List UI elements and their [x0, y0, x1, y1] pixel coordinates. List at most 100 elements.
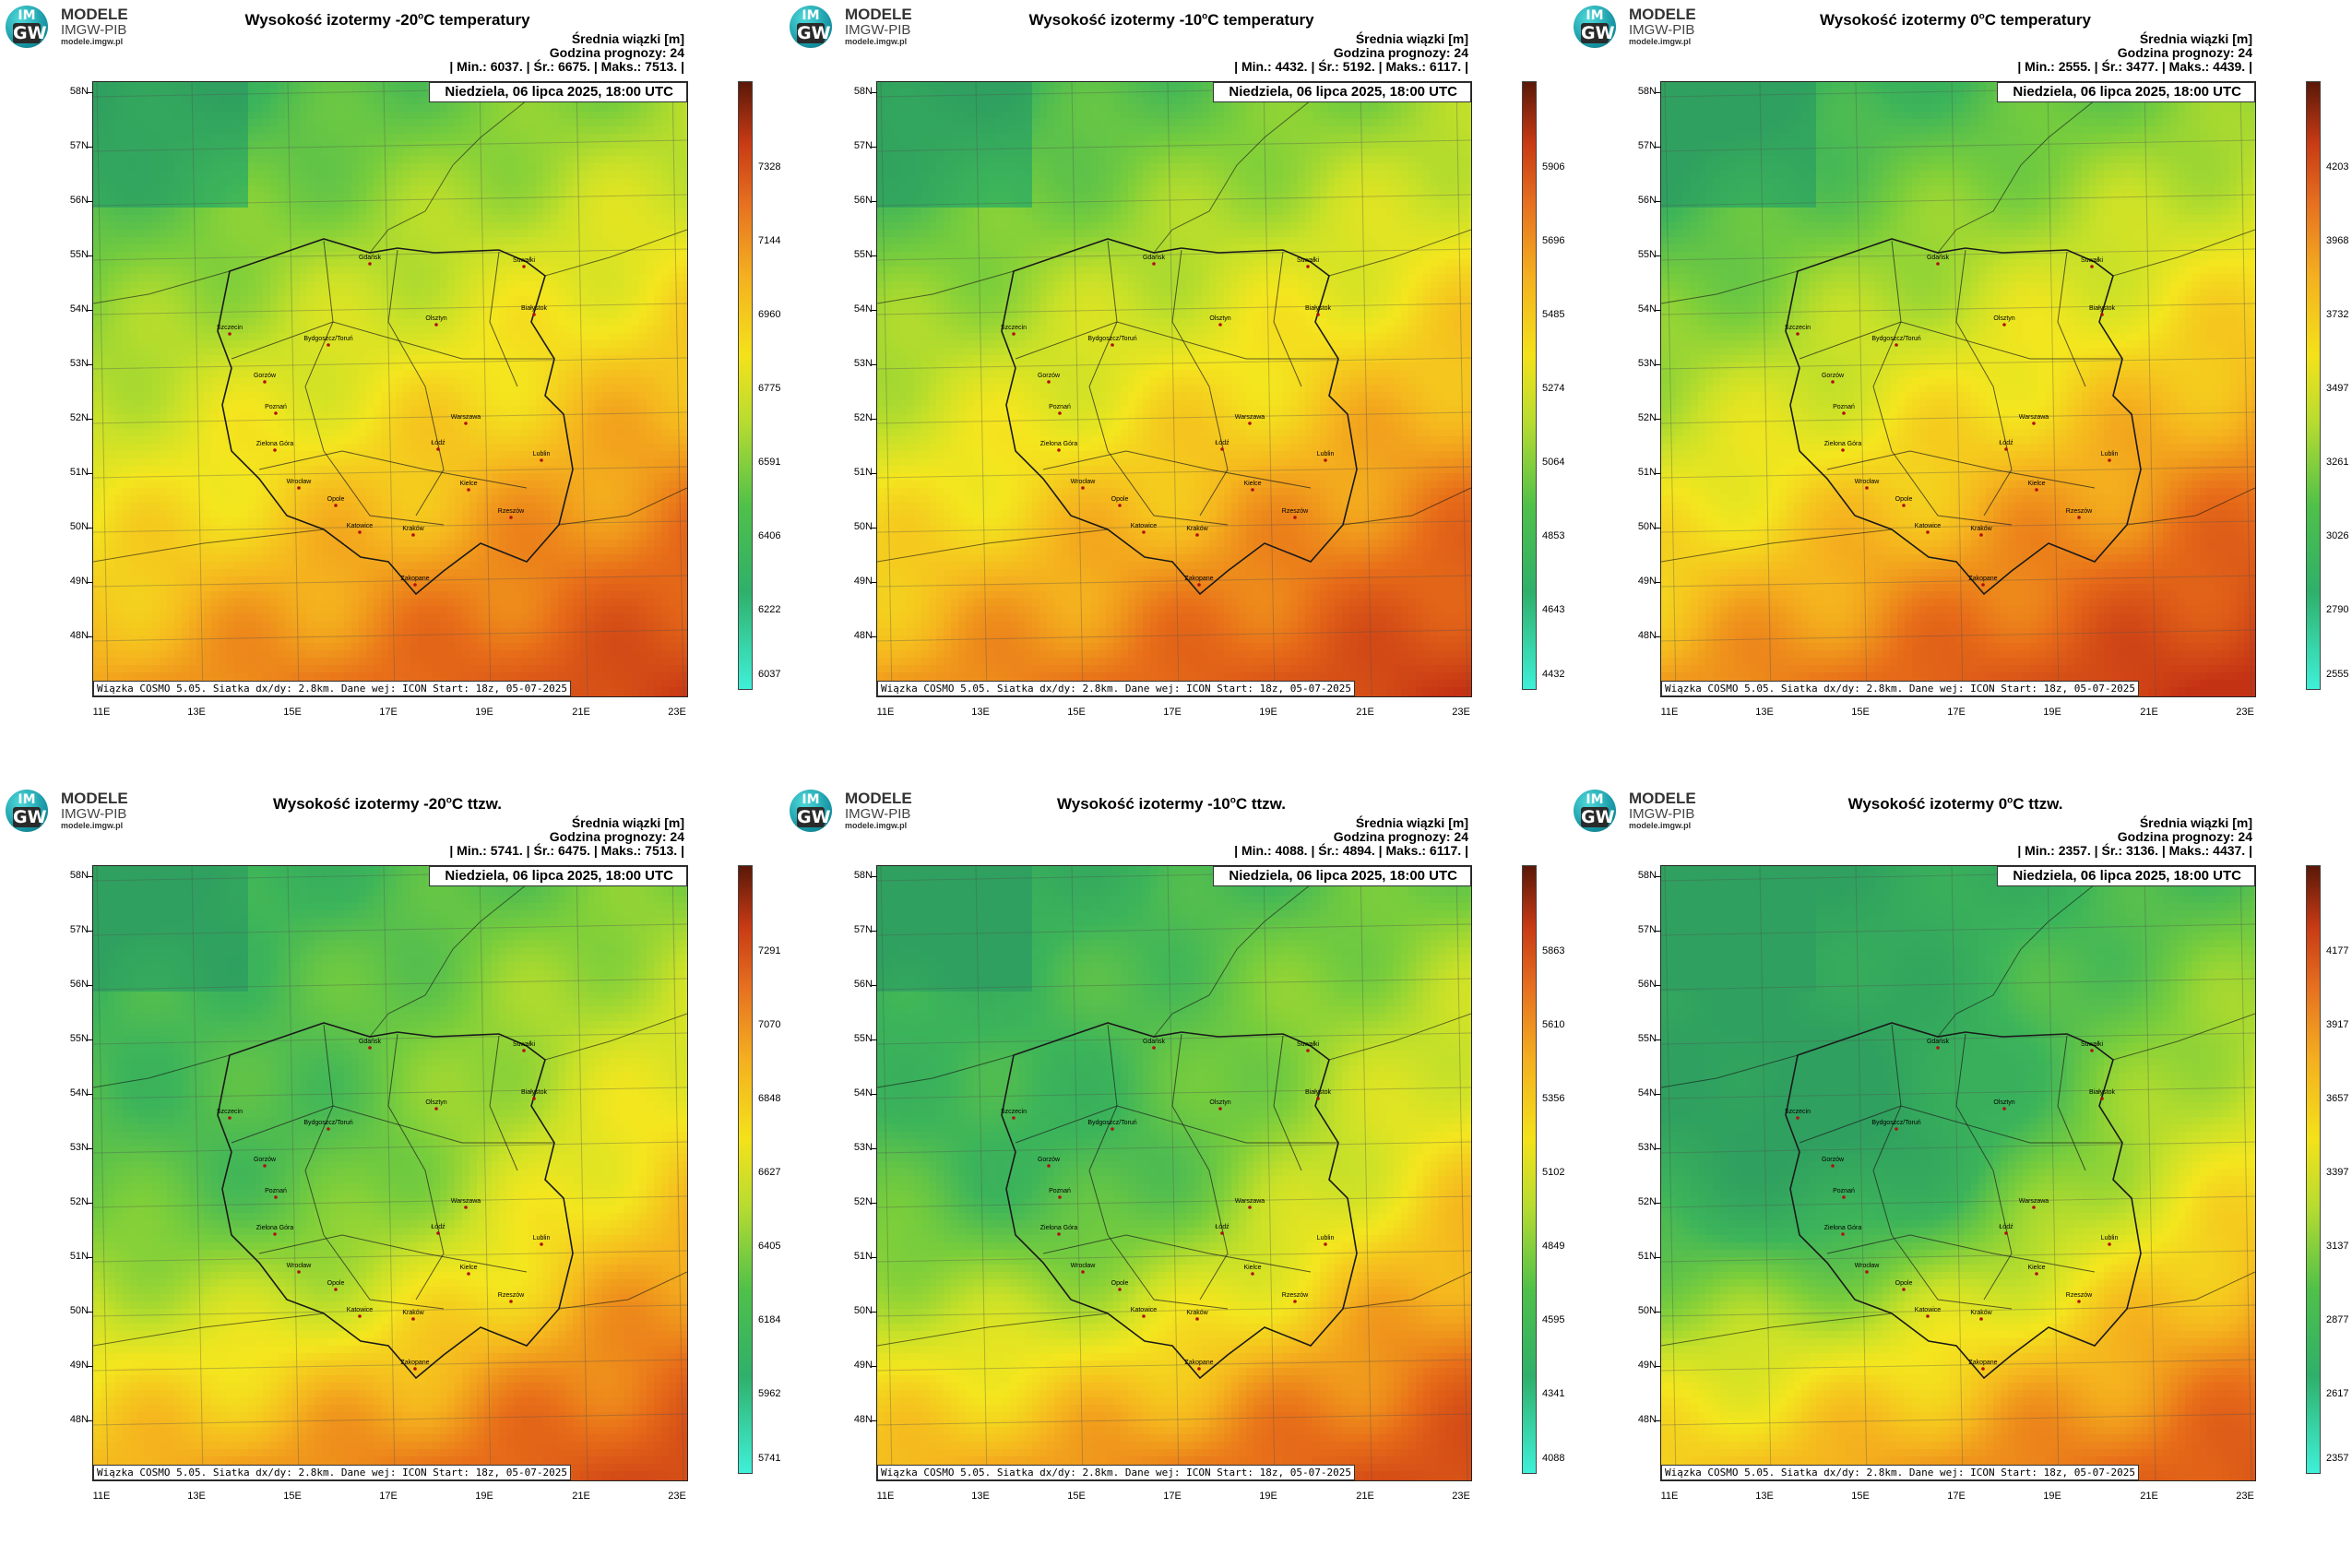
lat-tick [1656, 582, 1661, 583]
header-line2: Godzina prognozy: 24 [1334, 829, 1468, 844]
map-area[interactable]: Gdańsk Suwałki Olsztyn Szczecin Białystok Byd… [1660, 81, 2256, 697]
city-label: Bydgoszcz/Toruń [1871, 336, 1920, 342]
lat-label: 55N [61, 249, 89, 260]
colorbar-label: 5741 [758, 1453, 780, 1464]
lon-label: 15E [1063, 707, 1090, 718]
lat-tick [1656, 1366, 1661, 1367]
imgw-logo[interactable]: IM GW MODELE IMGW-PIB modele.imgw.pl [1574, 6, 1712, 50]
lat-label: 48N [1629, 1414, 1657, 1425]
imgw-logo[interactable]: IM GW MODELE IMGW-PIB modele.imgw.pl [790, 790, 928, 834]
city-marker [1047, 380, 1051, 384]
city-label: Poznań [265, 1188, 287, 1194]
lat-label: 53N [1629, 358, 1657, 369]
min-value: 4432. [1276, 59, 1308, 74]
imgw-logo[interactable]: IM GW MODELE IMGW-PIB modele.imgw.pl [6, 6, 144, 50]
city-label: Wrocław [287, 479, 313, 485]
lat-tick [872, 985, 877, 986]
map-area[interactable]: Gdańsk Suwałki Olsztyn Szczecin Białystok Byd… [876, 865, 1472, 1481]
city-label: Gorzów [1038, 1157, 1061, 1163]
city-marker [1220, 1231, 1224, 1235]
logo-url[interactable]: modele.imgw.pl [1629, 821, 1691, 830]
city-label: Kielce [2027, 1265, 2045, 1271]
lat-tick [872, 636, 877, 637]
city-label: Zielona Góra [256, 1225, 294, 1231]
logo-line1: MODELE [61, 790, 128, 808]
city-label: Poznań [1049, 1188, 1071, 1194]
imgw-logo[interactable]: IM GW MODELE IMGW-PIB modele.imgw.pl [790, 6, 928, 50]
city-marker [1118, 1288, 1122, 1291]
city-label: Szczecin [217, 1109, 243, 1115]
lat-tick [88, 419, 93, 420]
lat-tick [1656, 1203, 1661, 1204]
map-area[interactable]: Gdańsk Suwałki Olsztyn Szczecin Białystok Byd… [92, 865, 688, 1481]
logo-badge-top: IM [790, 792, 832, 807]
city-label: Olsztyn [1993, 315, 2014, 322]
lat-tick [88, 364, 93, 365]
lat-label: 51N [61, 1251, 89, 1262]
city-label: Warszawa [2019, 414, 2049, 421]
city-label: Suwałki [2081, 257, 2104, 264]
city-marker [1841, 1232, 1845, 1236]
header-line2: Godzina prognozy: 24 [550, 829, 684, 844]
map-area[interactable]: Gdańsk Suwałki Olsztyn Szczecin Białystok Byd… [92, 81, 688, 697]
lon-label: 13E [967, 1491, 994, 1502]
city-marker [540, 458, 543, 462]
city-label: Kielce [1243, 1265, 1261, 1271]
city-label: Opole [1895, 496, 1913, 503]
city-marker [2004, 1231, 2008, 1235]
city-label: Lublin [1317, 451, 1335, 457]
city-marker [1251, 488, 1254, 492]
map-area[interactable]: Gdańsk Suwałki Olsztyn Szczecin Białystok Byd… [1660, 865, 2256, 1481]
city-label: Gdańsk [1143, 1039, 1166, 1045]
city-label: Suwałki [513, 257, 536, 264]
imgw-logo[interactable]: IM GW MODELE IMGW-PIB modele.imgw.pl [1574, 790, 1712, 834]
forecast-panel-1: IM GW MODELE IMGW-PIB modele.imgw.pl Wys… [0, 0, 784, 784]
lon-label: 15E [1847, 1491, 1874, 1502]
lon-label: 23E [663, 1491, 691, 1502]
lat-tick [1656, 1094, 1661, 1095]
avg-label: | Śr.: [1311, 59, 1338, 74]
lat-label: 58N [1629, 870, 1657, 881]
avg-value: 3136. [2126, 843, 2158, 858]
lat-label: 48N [61, 1414, 89, 1425]
city-label: Kraków [1186, 1310, 1208, 1316]
logo-url[interactable]: modele.imgw.pl [845, 37, 907, 46]
colorbar-label: 3497 [2326, 383, 2348, 394]
colorbar-label: 3657 [2326, 1093, 2348, 1104]
lat-tick [1656, 473, 1661, 474]
city-label: Zakopane [1968, 1360, 1997, 1366]
lat-tick [872, 92, 877, 93]
logo-url[interactable]: modele.imgw.pl [845, 821, 907, 830]
colorbar-label: 5274 [1542, 383, 1564, 394]
logo-url[interactable]: modele.imgw.pl [61, 821, 123, 830]
lon-label: 17E [1158, 1491, 1186, 1502]
imgw-badge-icon: IM GW [1574, 790, 1616, 832]
colorbar-label: 7070 [758, 1019, 780, 1030]
imgw-logo[interactable]: IM GW MODELE IMGW-PIB modele.imgw.pl [6, 790, 144, 834]
imgw-badge-icon: IM GW [1574, 6, 1616, 48]
lat-tick [88, 931, 93, 932]
lat-tick [88, 1094, 93, 1095]
city-marker [1152, 1046, 1156, 1050]
lat-tick [88, 1039, 93, 1040]
city-label: Lublin [533, 1235, 551, 1241]
map-area[interactable]: Gdańsk Suwałki Olsztyn Szczecin Białystok Byd… [876, 81, 1472, 697]
city-marker [2108, 1242, 2111, 1246]
stats-line: | Min.: 5741. | Śr.: 6475. | Maks.: 7513… [449, 843, 684, 858]
lat-label: 50N [845, 521, 873, 532]
city-marker [327, 1127, 330, 1131]
city-marker [1981, 1367, 1985, 1371]
city-marker [467, 1272, 470, 1276]
city-label: Wrocław [1071, 1263, 1097, 1269]
panel-title: Wysokość izotermy 0oC ttzw. [1799, 795, 2112, 814]
degree-sup: o [418, 11, 423, 21]
lat-label: 50N [1629, 1305, 1657, 1316]
city-marker [434, 1107, 438, 1111]
forecast-panel-3: IM GW MODELE IMGW-PIB modele.imgw.pl Wys… [1568, 0, 2352, 784]
logo-url[interactable]: modele.imgw.pl [1629, 37, 1691, 46]
logo-url[interactable]: modele.imgw.pl [61, 37, 123, 46]
logo-line2: IMGW-PIB [61, 22, 126, 38]
city-label: Wrocław [1855, 1263, 1881, 1269]
city-marker [436, 447, 440, 451]
lat-tick [88, 528, 93, 529]
